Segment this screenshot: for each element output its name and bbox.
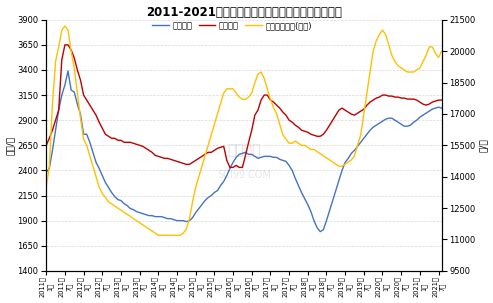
国内市场均价(右轴) [211,122,217,126]
出口均价 [317,230,323,234]
Y-axis label: 美元/吨: 美元/吨 [5,136,15,155]
Legend: 出口均价, 进口均价, 国内市场均价(右轴): 出口均价, 进口均价, 国内市场均价(右轴) [152,22,312,30]
国内市场均价(右轴) [143,225,149,229]
国内市场均价(右轴) [196,175,202,178]
Line: 进口均价: 进口均价 [46,45,442,168]
进口均价 [43,144,49,147]
进口均价 [208,151,214,154]
出口均价 [389,116,395,120]
进口均价 [255,108,261,112]
出口均价 [208,194,214,197]
Title: 2011-2021年中国钛白粉进出口及国内月度均价走势: 2011-2021年中国钛白粉进出口及国内月度均价走势 [146,5,342,18]
国内市场均价(右轴) [389,54,395,57]
进口均价 [426,102,432,106]
进口均价 [193,158,199,162]
出口均价 [439,106,445,110]
国内市场均价(右轴) [426,45,432,49]
进口均价 [227,166,233,169]
出口均价 [426,109,432,113]
出口均价 [252,155,258,158]
出口均价 [65,69,71,73]
Text: 卓创资讯: 卓创资讯 [227,143,261,157]
出口均价 [43,171,49,174]
Y-axis label: 元/吨: 元/吨 [478,138,488,152]
国内市场均价(右轴) [155,234,161,237]
国内市场均价(右轴) [439,49,445,53]
出口均价 [193,211,199,215]
Text: SCI99.COM: SCI99.COM [217,171,271,181]
进口均价 [389,94,395,98]
出口均价 [143,213,149,216]
进口均价 [439,98,445,102]
进口均价 [62,43,68,47]
国内市场均价(右轴) [62,24,68,28]
国内市场均价(右轴) [43,185,49,189]
Line: 国内市场均价(右轴): 国内市场均价(右轴) [46,26,442,235]
进口均价 [143,147,149,150]
国内市场均价(右轴) [255,72,261,76]
Line: 出口均价: 出口均价 [46,71,442,232]
